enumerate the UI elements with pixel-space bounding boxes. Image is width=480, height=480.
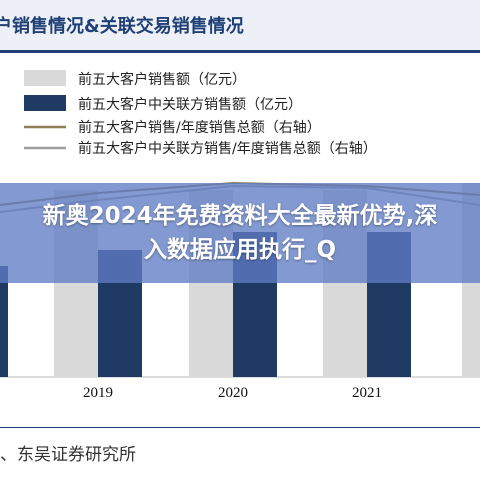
x-tick-label-2020: 2020 [218,385,248,401]
chart-title-bar: 户销售情况&关联交易销售情况 [0,0,480,50]
x-tick-label-2021: 2021 [352,385,382,401]
source-divider [0,427,480,428]
chart-title: 户销售情况&关联交易销售情况 [0,16,244,37]
legend-label-related-ratio: 前五大客户中关联方销售/年度销售总额（右轴） [78,140,377,157]
title-divider [0,50,480,53]
legend-label-top5: 前五大客户销售额（亿元） [78,71,246,88]
legend-label-related: 前五大客户中关联方销售额（亿元） [78,96,302,113]
legend-label-top5-ratio: 前五大客户销售/年度销售总额（右轴） [78,119,321,136]
source-note: 、东吴证券研究所 [0,440,480,466]
legend: 前五大客户销售额（亿元） 前五大客户中关联方销售额（亿元） 前五大客户销售/年度… [24,70,377,157]
legend-swatch-related [24,95,66,111]
legend-swatch-top5 [24,70,66,86]
source-text: 、东吴证券研究所 [0,445,136,465]
bar-top5-2018 [0,266,8,377]
overlay-banner-text[interactable]: 新奥2024年免费资料大全最新优势,深入数据应用执行_Q [42,203,438,263]
x-tick-label-2019: 2019 [83,385,113,401]
overlay-banner[interactable]: 新奥2024年免费资料大全最新优势,深入数据应用执行_Q [0,183,480,283]
